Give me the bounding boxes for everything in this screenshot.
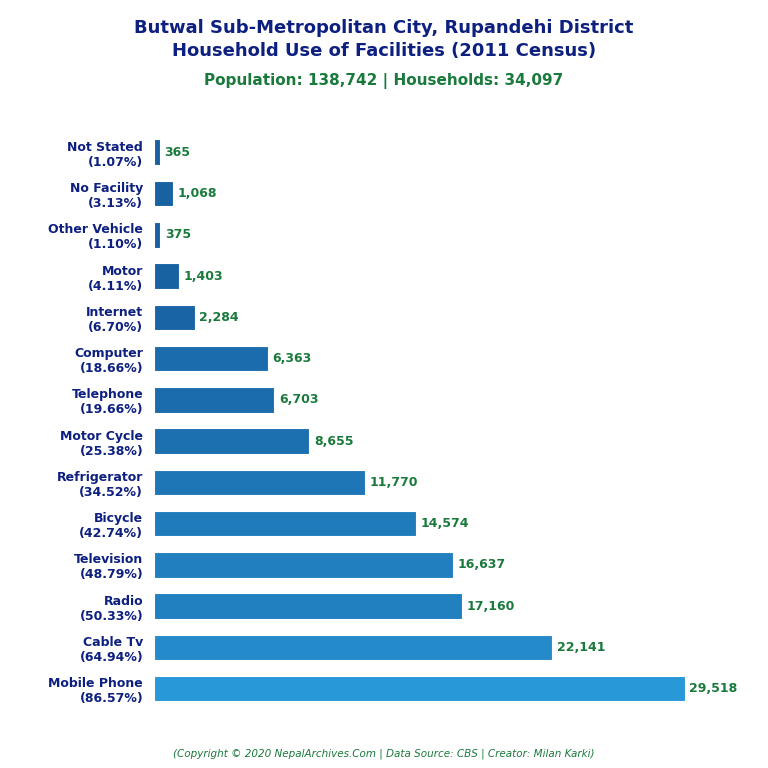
Text: 17,160: 17,160	[467, 600, 515, 613]
Text: 11,770: 11,770	[370, 476, 419, 489]
Text: 6,703: 6,703	[279, 393, 318, 406]
Text: (Copyright © 2020 NepalArchives.Com | Data Source: CBS | Creator: Milan Karki): (Copyright © 2020 NepalArchives.Com | Da…	[174, 748, 594, 759]
Bar	[154, 429, 310, 454]
Bar	[154, 676, 685, 701]
Bar	[154, 552, 453, 578]
Text: 365: 365	[164, 146, 190, 159]
Bar	[154, 387, 274, 412]
Bar	[154, 511, 416, 536]
Text: 1,068: 1,068	[177, 187, 217, 200]
Bar	[154, 180, 173, 207]
Text: 375: 375	[165, 228, 191, 241]
Bar	[154, 634, 552, 660]
Bar	[154, 346, 268, 372]
Text: 16,637: 16,637	[458, 558, 505, 571]
Text: 2,284: 2,284	[199, 311, 239, 324]
Text: 1,403: 1,403	[184, 270, 223, 283]
Text: 8,655: 8,655	[314, 435, 353, 448]
Text: 14,574: 14,574	[420, 517, 469, 530]
Bar	[154, 594, 462, 619]
Bar	[154, 469, 366, 495]
Text: Population: 138,742 | Households: 34,097: Population: 138,742 | Households: 34,097	[204, 73, 564, 89]
Bar	[154, 263, 179, 289]
Text: 6,363: 6,363	[273, 352, 312, 365]
Bar	[154, 140, 161, 165]
Bar	[154, 305, 195, 330]
Bar	[154, 222, 161, 247]
Text: Household Use of Facilities (2011 Census): Household Use of Facilities (2011 Census…	[172, 42, 596, 60]
Text: 29,518: 29,518	[690, 682, 738, 695]
Text: 22,141: 22,141	[557, 641, 605, 654]
Text: Butwal Sub-Metropolitan City, Rupandehi District: Butwal Sub-Metropolitan City, Rupandehi …	[134, 19, 634, 37]
